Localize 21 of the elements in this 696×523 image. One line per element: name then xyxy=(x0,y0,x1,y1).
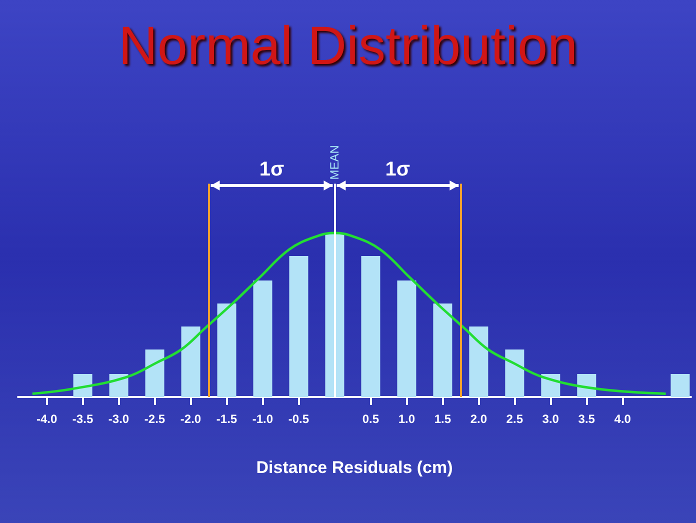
x-axis-title: Distance Residuals (cm) xyxy=(256,458,453,477)
x-tick-label: -0.5 xyxy=(288,412,310,426)
text: 1σ xyxy=(259,158,284,180)
x-tick-label: 4.0 xyxy=(614,412,632,426)
x-tick-label: -4.0 xyxy=(36,412,58,426)
x-tick-label: -2.0 xyxy=(180,412,202,426)
x-tick-label: 3.0 xyxy=(542,412,560,426)
chart-title: Normal Distribution xyxy=(118,16,578,76)
x-tick-label: -1.0 xyxy=(252,412,274,426)
x-tick-label: 2.5 xyxy=(506,412,524,426)
x-tick-label: -1.5 xyxy=(216,412,238,426)
x-tick-label: 3.5 xyxy=(578,412,596,426)
text: 1σ xyxy=(385,158,410,180)
x-tick-label: 2.0 xyxy=(470,412,488,426)
x-tick-label: -2.5 xyxy=(144,412,166,426)
x-tick-label: 1.5 xyxy=(434,412,452,426)
x-tick-label: 1.0 xyxy=(398,412,416,426)
ref-line-label: MEAN xyxy=(328,145,342,180)
x-tick-label: -3.0 xyxy=(108,412,130,426)
x-tick-label: 0.5 xyxy=(362,412,380,426)
x-tick-label: -3.5 xyxy=(72,412,94,426)
